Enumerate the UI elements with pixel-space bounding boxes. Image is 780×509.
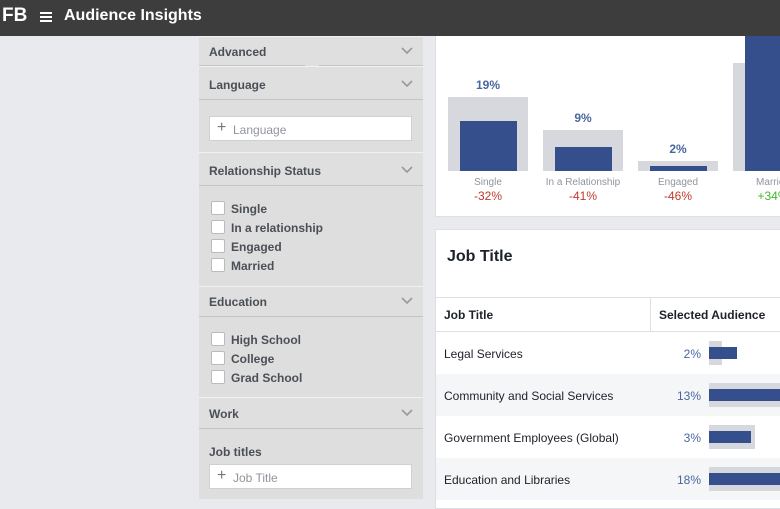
section-title: Work bbox=[209, 407, 239, 421]
section-title: Relationship Status bbox=[209, 164, 322, 178]
section-header[interactable]: Work bbox=[199, 397, 423, 429]
top-bar: FB Audience Insights bbox=[0, 0, 780, 36]
category-label: Married bbox=[756, 177, 780, 188]
job-title-panel: Job Title Job Title Selected Audience Le… bbox=[435, 229, 780, 509]
value-label: 18% bbox=[676, 473, 701, 487]
value-bar bbox=[709, 347, 737, 359]
section-title: Language bbox=[209, 78, 266, 92]
change-label: -32% bbox=[473, 189, 502, 203]
app-title: Audience Insights bbox=[64, 7, 202, 24]
job-title-input[interactable]: + Job Title bbox=[209, 464, 412, 489]
job-title: Education and Libraries bbox=[444, 473, 571, 487]
checkbox bbox=[211, 239, 225, 253]
placeholder: Job Title bbox=[233, 471, 278, 485]
column-title: Selected Audience bbox=[659, 308, 766, 322]
change-label: +34% bbox=[757, 189, 780, 203]
checkbox bbox=[211, 351, 225, 365]
section-header[interactable]: Language bbox=[199, 66, 423, 100]
chevron bbox=[401, 409, 413, 417]
change-label: -46% bbox=[663, 189, 692, 203]
column-header[interactable]: Selected Audience bbox=[651, 297, 780, 332]
logo[interactable]: FB bbox=[2, 5, 28, 26]
value-label: 13% bbox=[676, 389, 701, 403]
section-header[interactable]: Education bbox=[199, 286, 423, 317]
placeholder: Language bbox=[233, 123, 287, 137]
checkbox bbox=[211, 201, 225, 215]
option-label: Engaged bbox=[231, 240, 282, 254]
value-bar bbox=[709, 389, 780, 401]
option-label: College bbox=[231, 352, 275, 366]
checkbox bbox=[211, 370, 225, 384]
checkbox bbox=[211, 220, 225, 234]
job-title: Legal Services bbox=[444, 347, 523, 361]
checkbox bbox=[211, 258, 225, 272]
value-bar bbox=[555, 147, 612, 171]
column-title: Job Title bbox=[444, 308, 494, 322]
chevron bbox=[401, 297, 413, 305]
table-row[interactable]: Education and Libraries 18% bbox=[436, 458, 780, 500]
option-label: In a relationship bbox=[231, 221, 324, 235]
section-header[interactable]: Advanced bbox=[199, 36, 423, 66]
chevron bbox=[401, 166, 413, 174]
value-label: 3% bbox=[683, 431, 701, 445]
value-label: 2% bbox=[669, 142, 687, 156]
option-label: Single bbox=[231, 202, 268, 216]
job-title: Government Employees (Global) bbox=[444, 431, 619, 445]
category-label: Single bbox=[474, 177, 502, 188]
value-bar bbox=[709, 431, 751, 443]
value-label: 2% bbox=[683, 347, 701, 361]
menu-icon[interactable] bbox=[40, 11, 52, 23]
category-label: Engaged bbox=[657, 177, 699, 188]
chevron bbox=[401, 47, 413, 55]
value-bar bbox=[745, 36, 780, 171]
section-title: Advanced bbox=[209, 45, 267, 59]
table-row[interactable]: Community and Social Services 13% bbox=[436, 374, 780, 416]
category-label: In a Relationship bbox=[545, 177, 621, 188]
relationship-chart-panel: 19% Single -32% 9% In a Relationship -41% 2% En… bbox=[435, 36, 780, 217]
column-header[interactable]: Job Title bbox=[436, 297, 651, 332]
filter-sidebar: Advanced Language + Language Relationship… bbox=[199, 36, 423, 499]
change-label: -41% bbox=[568, 189, 597, 203]
section-header[interactable]: Relationship Status bbox=[199, 152, 423, 186]
value-bar bbox=[709, 473, 780, 485]
panel-title: Job Title bbox=[447, 248, 513, 265]
job-title: Community and Social Services bbox=[444, 389, 614, 403]
value-bar bbox=[460, 121, 517, 171]
table-row[interactable]: Government Employees (Global) 3% bbox=[436, 416, 780, 458]
value-label: 9% bbox=[574, 111, 592, 126]
value-label: 19% bbox=[475, 78, 501, 93]
option-label: High School bbox=[231, 333, 301, 347]
chevron bbox=[401, 80, 413, 88]
option-label: Married bbox=[231, 259, 275, 273]
section-title: Education bbox=[209, 295, 268, 309]
checkbox bbox=[211, 332, 225, 346]
value-bar bbox=[650, 165, 707, 171]
table-row[interactable]: Legal Services 2% bbox=[436, 332, 780, 374]
language-input[interactable]: + Language bbox=[209, 116, 412, 141]
option-label: Grad School bbox=[231, 371, 303, 385]
